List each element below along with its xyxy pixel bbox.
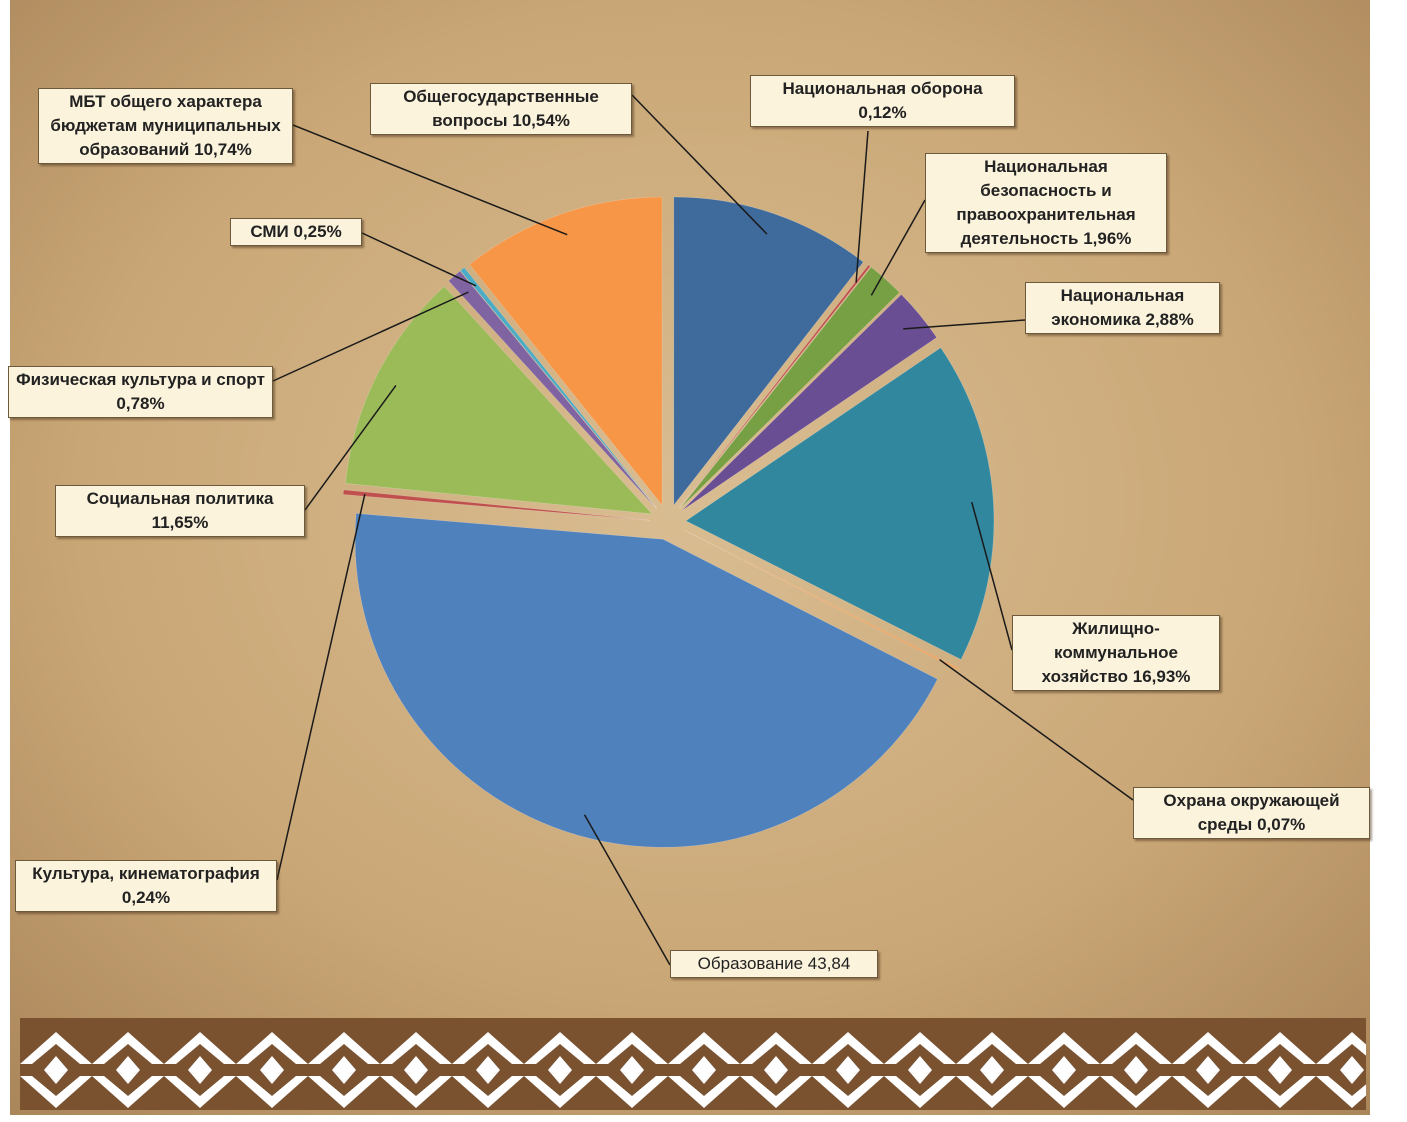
pie-slice (678, 264, 871, 509)
leader-line (304, 384, 397, 511)
leader-line (903, 319, 1026, 330)
data-label: Культура, кинематография 0,24% (15, 860, 277, 912)
category-name: Культура, кинематография (32, 864, 260, 883)
leader-line (855, 130, 869, 283)
leader-line (971, 502, 1013, 651)
value-label: 43,84 (807, 954, 851, 973)
pie-slice (681, 294, 938, 511)
value-label: 16,93% (1132, 667, 1191, 686)
value-label: 0,78% (116, 394, 165, 413)
data-label: МБТ общего характера бюджетам муниципаль… (38, 88, 293, 164)
category-name: СМИ (250, 222, 289, 241)
data-label: Охрана окружающей среды 0,07% (1133, 787, 1370, 839)
value-label: 0,07% (1257, 815, 1306, 834)
data-label: Физическая культура и спорт 0,78% (8, 366, 273, 418)
pie-slice (342, 489, 651, 521)
category-name: МБТ общего характера бюджетам муниципаль… (50, 92, 281, 159)
category-name: Национальная оборона (782, 79, 983, 98)
ornament (20, 1018, 1366, 1110)
data-label: Образование 43,84 (670, 950, 878, 978)
category-name: Жилищно-коммунальное хозяйство (1041, 619, 1178, 686)
value-label: 0,24% (121, 888, 171, 907)
value-label: 2,88% (1145, 310, 1194, 329)
data-label: Национальная безопасность и правоохранит… (925, 153, 1167, 253)
leader-line (583, 814, 671, 966)
value-label: 0,12% (858, 103, 907, 122)
data-label: Национальная экономика 2,88% (1025, 282, 1220, 334)
leader-line (870, 199, 926, 296)
value-label: 11,65% (151, 513, 209, 532)
data-label: Национальная оборона 0,12% (750, 75, 1015, 127)
pie-slice (469, 196, 663, 506)
category-name: Национальная экономика (1051, 286, 1185, 329)
category-name: Общегосударственные вопросы (403, 87, 599, 130)
pie-slice (673, 196, 864, 506)
data-label: СМИ 0,25% (230, 218, 362, 246)
category-name: Охрана окружающей среды (1163, 791, 1340, 834)
category-name: Образование (697, 954, 804, 973)
data-label: Жилищно-коммунальное хозяйство 16,93% (1012, 615, 1220, 691)
leader-line (939, 659, 1134, 801)
pie-slice (679, 266, 900, 509)
leader-line (276, 493, 366, 881)
pie-slice (345, 286, 653, 515)
value-label: 0,25% (293, 222, 342, 241)
data-label: Общегосударственные вопросы 10,54% (370, 83, 632, 135)
pie-slice (685, 347, 995, 660)
category-name: Физическая культура и спорт (16, 370, 265, 389)
data-label: Социальная политика 11,65% (55, 485, 305, 537)
value-label: 10,54% (512, 111, 570, 130)
leader-line (292, 124, 568, 236)
leader-line (272, 291, 469, 382)
value-label: 10,74% (194, 140, 252, 159)
value-label: 1,96% (1083, 229, 1132, 248)
category-name: Социальная политика (86, 489, 274, 508)
leader-line (631, 94, 768, 235)
pie-slice (354, 513, 938, 848)
leader-line (361, 232, 477, 287)
pie-slice (460, 267, 657, 509)
category-name: Национальная безопасность и правоохранит… (956, 157, 1136, 248)
pie-slice (683, 529, 960, 671)
